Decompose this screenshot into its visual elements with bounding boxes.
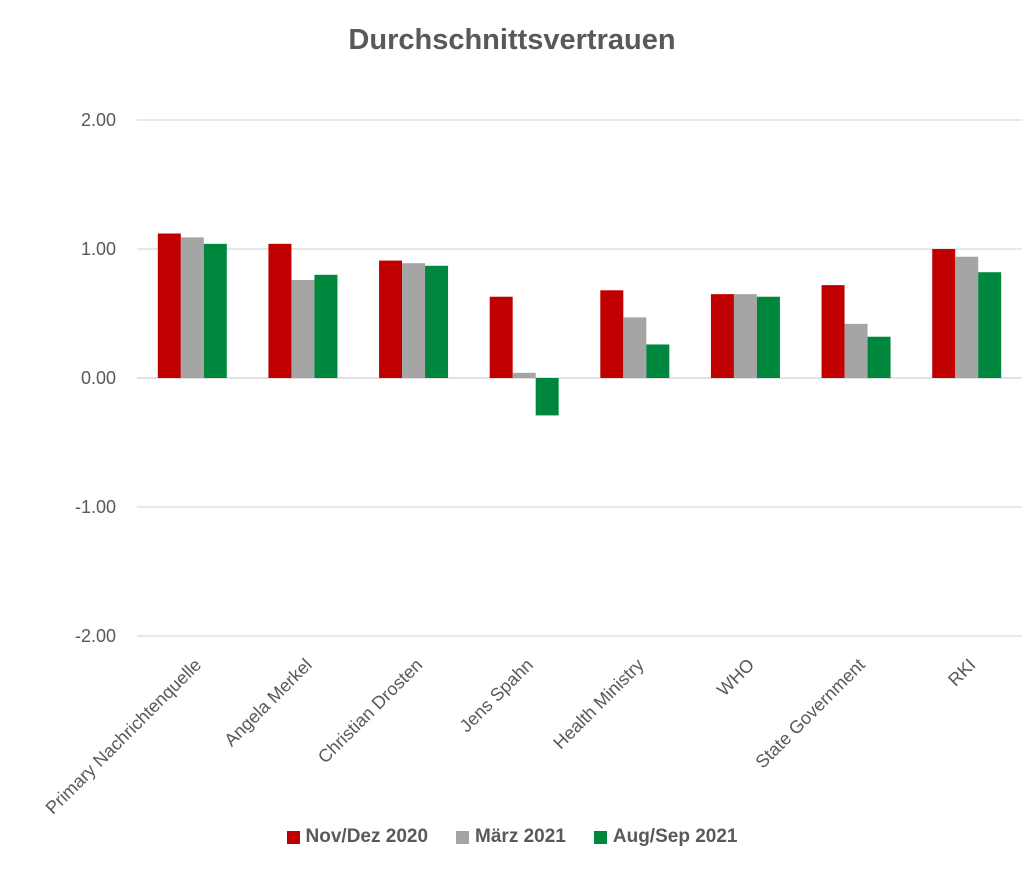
legend-label: März 2021 [475,826,566,847]
legend-label: Aug/Sep 2021 [612,826,738,847]
y-tick-label: 1.00 [81,239,116,259]
bar-2-8 [955,256,979,378]
chart-title: Durchschnittsvertrauen [348,24,676,56]
bar-3-7 [867,336,891,378]
category-label: Angela Merkel [220,655,316,751]
category-label: Jens Spahn [456,655,537,736]
bar-1-8 [932,249,956,378]
category-label: WHO [713,655,758,700]
bar-2-4 [512,372,536,378]
category-label: Primary Nachrichtenquelle [42,655,205,818]
legend-swatch [286,830,300,844]
category-labels: Primary Nachrichtenquelle Angela MerkelCh… [42,655,980,818]
legend-swatch [593,830,607,844]
bar-1-2 [268,243,292,378]
bar-3-2 [314,274,338,378]
y-tick-label: 2.00 [81,110,116,130]
chart-plot: 2.00 1.00 0.00 -1.00 -2.00 Primary Nachricht… [42,110,1022,818]
category-label: State Government [751,655,868,772]
bar-2-1 [180,237,204,378]
bar-1-6 [710,294,734,378]
bar-1-1 [157,233,181,378]
bar-3-5 [646,344,670,378]
legend-item: Nov/Dez 2020 [286,826,429,848]
legend: Nov/Dez 2020 März 2021 Aug/Sep 2021 [0,826,1024,848]
bar-2-3 [402,263,426,378]
category-label: Health Ministry [549,655,647,753]
y-axis-ticks: 2.00 1.00 0.00 -1.00 -2.00 [75,110,116,646]
y-tick-label: -1.00 [75,497,116,517]
bar-3-6 [756,296,780,378]
legend-item: Aug/Sep 2021 [593,826,738,848]
legend-item: März 2021 [456,826,566,848]
bar-2-6 [733,294,757,378]
bar-2-2 [291,279,315,378]
bar-2-5 [623,317,647,378]
category-label: RKI [944,655,979,690]
bar-2-7 [844,323,868,378]
y-tick-label: 0.00 [81,368,116,388]
bar-1-4 [489,296,513,378]
bar-1-5 [600,290,624,378]
bar-3-1 [203,243,227,378]
legend-swatch [456,830,470,844]
bars [157,233,1002,416]
bar-3-8 [978,272,1002,378]
bar-3-4 [535,378,559,416]
bar-3-3 [425,265,449,378]
category-label: Christian Drosten [314,655,426,767]
y-tick-label: -2.00 [75,626,116,646]
bar-1-7 [821,285,845,378]
legend-label: Nov/Dez 2020 [305,826,429,847]
bar-1-3 [379,260,403,378]
